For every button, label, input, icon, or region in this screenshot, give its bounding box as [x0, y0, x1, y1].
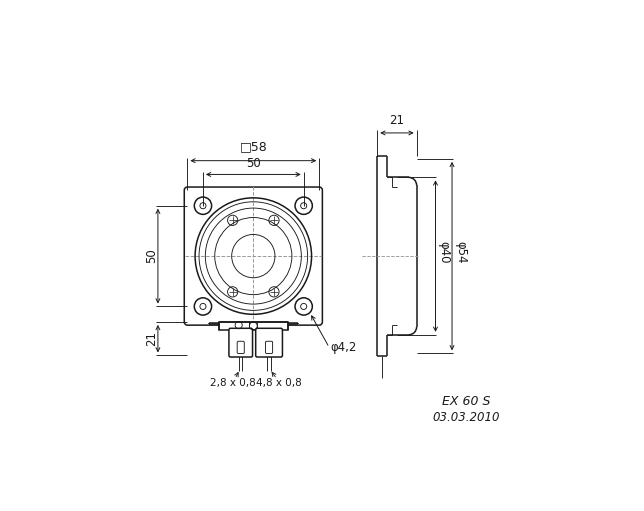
FancyBboxPatch shape — [219, 322, 288, 330]
FancyBboxPatch shape — [265, 341, 272, 354]
Text: 50: 50 — [246, 157, 261, 170]
FancyBboxPatch shape — [256, 328, 283, 357]
Text: 2,8 x 0,8: 2,8 x 0,8 — [210, 378, 256, 388]
Text: 21: 21 — [390, 114, 404, 127]
Text: φ4,2: φ4,2 — [330, 341, 356, 354]
FancyBboxPatch shape — [184, 187, 323, 325]
Text: φ40: φ40 — [438, 241, 451, 263]
Text: EX 60 S: EX 60 S — [442, 395, 490, 408]
Text: φ54: φ54 — [455, 241, 468, 263]
Text: □58: □58 — [240, 141, 267, 154]
Text: 50: 50 — [145, 249, 158, 264]
Text: 03.03.2010: 03.03.2010 — [432, 411, 500, 424]
FancyBboxPatch shape — [229, 328, 252, 357]
FancyBboxPatch shape — [237, 341, 244, 354]
Text: 4,8 x 0,8: 4,8 x 0,8 — [256, 378, 302, 388]
Text: 21: 21 — [145, 331, 158, 346]
